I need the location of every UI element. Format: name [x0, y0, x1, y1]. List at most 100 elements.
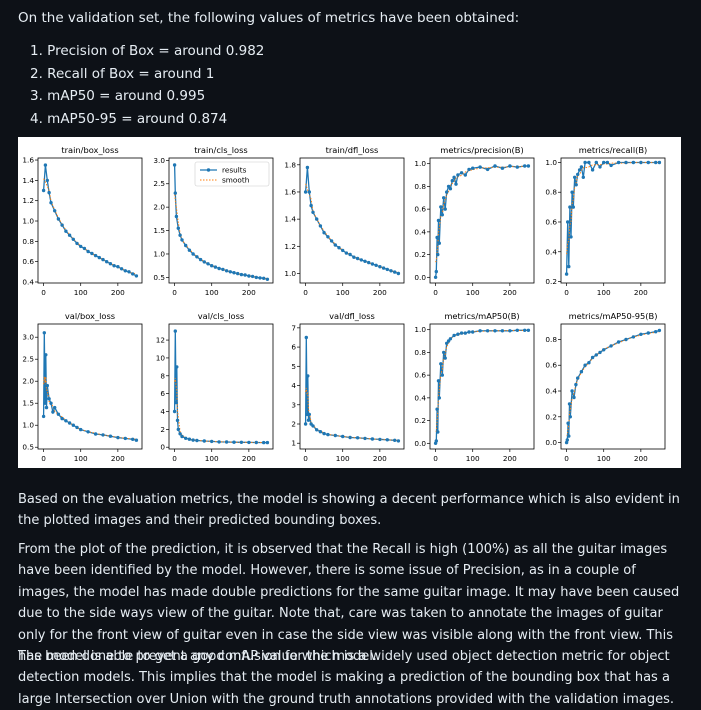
- y-tick-label: 1.6: [284, 187, 296, 196]
- results-point: [493, 329, 497, 333]
- results-point: [134, 438, 139, 442]
- y-tick-label: 1.0: [545, 158, 557, 167]
- results-point: [71, 423, 75, 427]
- subplot-6: val/box_loss 0 100 200 0.5 1.0 1.5 2.0 2.5 3.0: [22, 311, 143, 463]
- results-point: [175, 365, 179, 369]
- results-point: [609, 163, 613, 168]
- results-point: [326, 235, 330, 239]
- results-point: [176, 226, 180, 230]
- results-point: [435, 407, 439, 411]
- y-tick-label: 0.4: [414, 393, 426, 402]
- results-point: [478, 329, 482, 333]
- results-point: [385, 267, 389, 272]
- results-point: [303, 422, 308, 426]
- results-point: [515, 165, 519, 169]
- results-point: [381, 266, 386, 270]
- results-point: [567, 434, 571, 438]
- results-point: [303, 190, 308, 194]
- y-tick-label: 3: [291, 400, 296, 409]
- results-point: [370, 437, 375, 441]
- intro-text: On the validation set, the following val…: [18, 10, 520, 26]
- results-point: [333, 433, 337, 438]
- results-point: [445, 190, 449, 194]
- results-point: [56, 412, 61, 416]
- x-tick-label: 0: [172, 288, 177, 297]
- training-results-figure: train/box_loss 0 100 200 0.4 0.6 0.8 1.0 1.2 1.4 1…: [18, 137, 681, 468]
- x-tick-label: 100: [336, 288, 350, 297]
- x-tick-label: 200: [111, 454, 125, 463]
- y-tick-label: 1: [291, 439, 296, 448]
- results-point: [654, 160, 658, 165]
- plot-frame: [37, 323, 143, 450]
- results-point: [224, 440, 229, 444]
- subplot-title: val/cls_loss: [198, 311, 244, 321]
- results-point: [64, 229, 68, 233]
- results-point: [437, 396, 441, 400]
- results-point: [594, 353, 598, 357]
- y-tick-label: 0.2: [414, 416, 426, 425]
- results-point: [210, 264, 214, 268]
- results-point: [42, 331, 46, 335]
- legend-results-label: results: [222, 166, 247, 175]
- results-point: [232, 440, 236, 444]
- results-point: [445, 341, 449, 345]
- results-point: [573, 175, 577, 179]
- results-point: [318, 430, 323, 434]
- results-point: [443, 356, 447, 360]
- y-tick-label: 0.5: [22, 443, 34, 452]
- results-point: [566, 220, 570, 224]
- legend-results-marker: [206, 168, 211, 172]
- results-point: [471, 166, 475, 170]
- results-point: [221, 267, 225, 272]
- results-point: [172, 163, 177, 167]
- y-tick-label: 2: [291, 420, 296, 429]
- results-point: [436, 252, 440, 257]
- x-tick-label: 0: [172, 454, 177, 463]
- results-point: [439, 205, 443, 209]
- results-point: [581, 175, 585, 179]
- results-point: [631, 160, 636, 165]
- results-point: [123, 436, 128, 441]
- y-tick-label: 0.2: [414, 250, 426, 259]
- y-tick-label: 0.8: [545, 335, 557, 344]
- results-point: [598, 165, 602, 169]
- results-point: [583, 160, 587, 165]
- results-point: [363, 436, 367, 441]
- results-point: [184, 436, 188, 440]
- y-tick-label: 1.5: [153, 226, 165, 235]
- results-point: [579, 370, 584, 374]
- results-point: [198, 257, 203, 262]
- results-point: [265, 277, 270, 281]
- results-point: [654, 330, 658, 334]
- results-point: [210, 439, 214, 444]
- results-point: [180, 434, 184, 439]
- results-point: [307, 412, 311, 417]
- x-tick-label: 0: [41, 288, 46, 297]
- results-point: [265, 440, 270, 445]
- results-point: [123, 269, 128, 273]
- results-point: [67, 233, 72, 237]
- y-tick-label: 1.8: [284, 160, 296, 169]
- results-point: [569, 235, 573, 239]
- results-point: [454, 182, 458, 186]
- results-point: [79, 244, 83, 249]
- subplot-2: train/cls_loss 0 100 200 0.5 1.0 1.5 2.0 2.5 3.0 r…: [153, 145, 274, 297]
- results-point: [311, 210, 315, 214]
- x-tick-label: 0: [303, 288, 308, 297]
- subplot-1: train/box_loss 0 100 200 0.4 0.6 0.8 1.0 1.2 1.4 1…: [22, 145, 143, 297]
- results-point: [93, 432, 98, 436]
- results-point: [45, 178, 49, 183]
- results-point: [250, 274, 255, 279]
- y-tick-label: 0.4: [545, 387, 557, 396]
- subplot-title: train/box_loss: [61, 145, 118, 155]
- results-point: [646, 331, 650, 335]
- x-tick-label: 200: [503, 454, 517, 463]
- paragraph-map: The model is able to get a good mAP valu…: [18, 649, 674, 707]
- results-point: [616, 340, 621, 344]
- results-point: [341, 248, 345, 253]
- y-tick-label: 0.2: [545, 277, 557, 286]
- results-point: [195, 255, 199, 259]
- y-tick-label: 2.0: [153, 203, 165, 212]
- results-point: [587, 361, 591, 365]
- results-point: [254, 440, 258, 445]
